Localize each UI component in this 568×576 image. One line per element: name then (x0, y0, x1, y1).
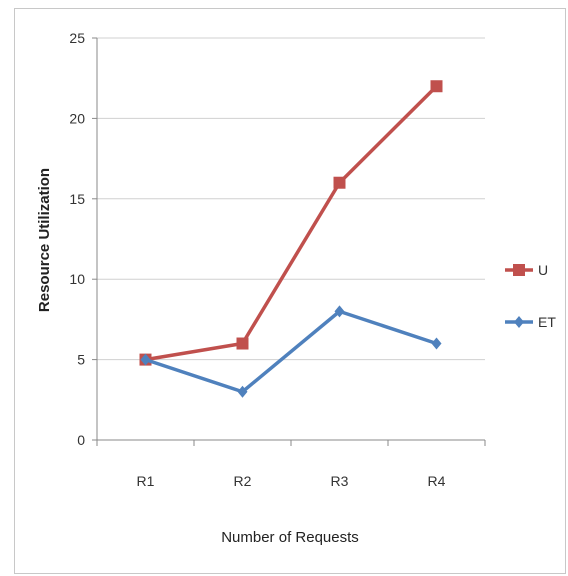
legend-label: ET (538, 314, 556, 330)
series-et (140, 305, 442, 398)
data-point (333, 176, 346, 189)
y-tick-label: 0 (77, 432, 85, 448)
legend-label: U (538, 262, 548, 278)
data-point (236, 337, 249, 350)
axes (92, 37, 486, 446)
legend: U ET (505, 262, 556, 330)
series-u (139, 80, 443, 366)
legend-entry-u: U (505, 262, 548, 278)
chart-frame (14, 8, 566, 574)
x-axis-label: Number of Requests (221, 529, 359, 546)
x-tick-label: R3 (331, 473, 349, 489)
data-point (140, 353, 151, 366)
data-point (237, 385, 248, 398)
x-tick-label: R4 (428, 473, 446, 489)
gridlines (97, 37, 485, 361)
x-tick-label: R2 (234, 473, 252, 489)
y-tick-label: 10 (69, 271, 85, 287)
y-tick-labels: 0 5 10 15 20 25 (69, 30, 85, 448)
series-line (144, 309, 438, 394)
y-tick-label: 25 (69, 30, 85, 46)
legend-marker (514, 316, 524, 328)
y-tick-label: 20 (69, 110, 85, 126)
y-axis-label: Resource Utilization (36, 168, 53, 312)
x-tick-labels: R1 R2 R3 R4 (137, 473, 446, 489)
series-line (145, 84, 438, 362)
data-point (430, 80, 443, 93)
x-tick-label: R1 (137, 473, 155, 489)
y-tick-label: 15 (69, 191, 85, 207)
legend-entry-et: ET (505, 314, 556, 330)
y-tick-label: 5 (77, 352, 85, 368)
legend-marker (513, 264, 525, 276)
data-point (431, 337, 442, 350)
series-group (139, 80, 443, 398)
data-point (334, 305, 345, 318)
